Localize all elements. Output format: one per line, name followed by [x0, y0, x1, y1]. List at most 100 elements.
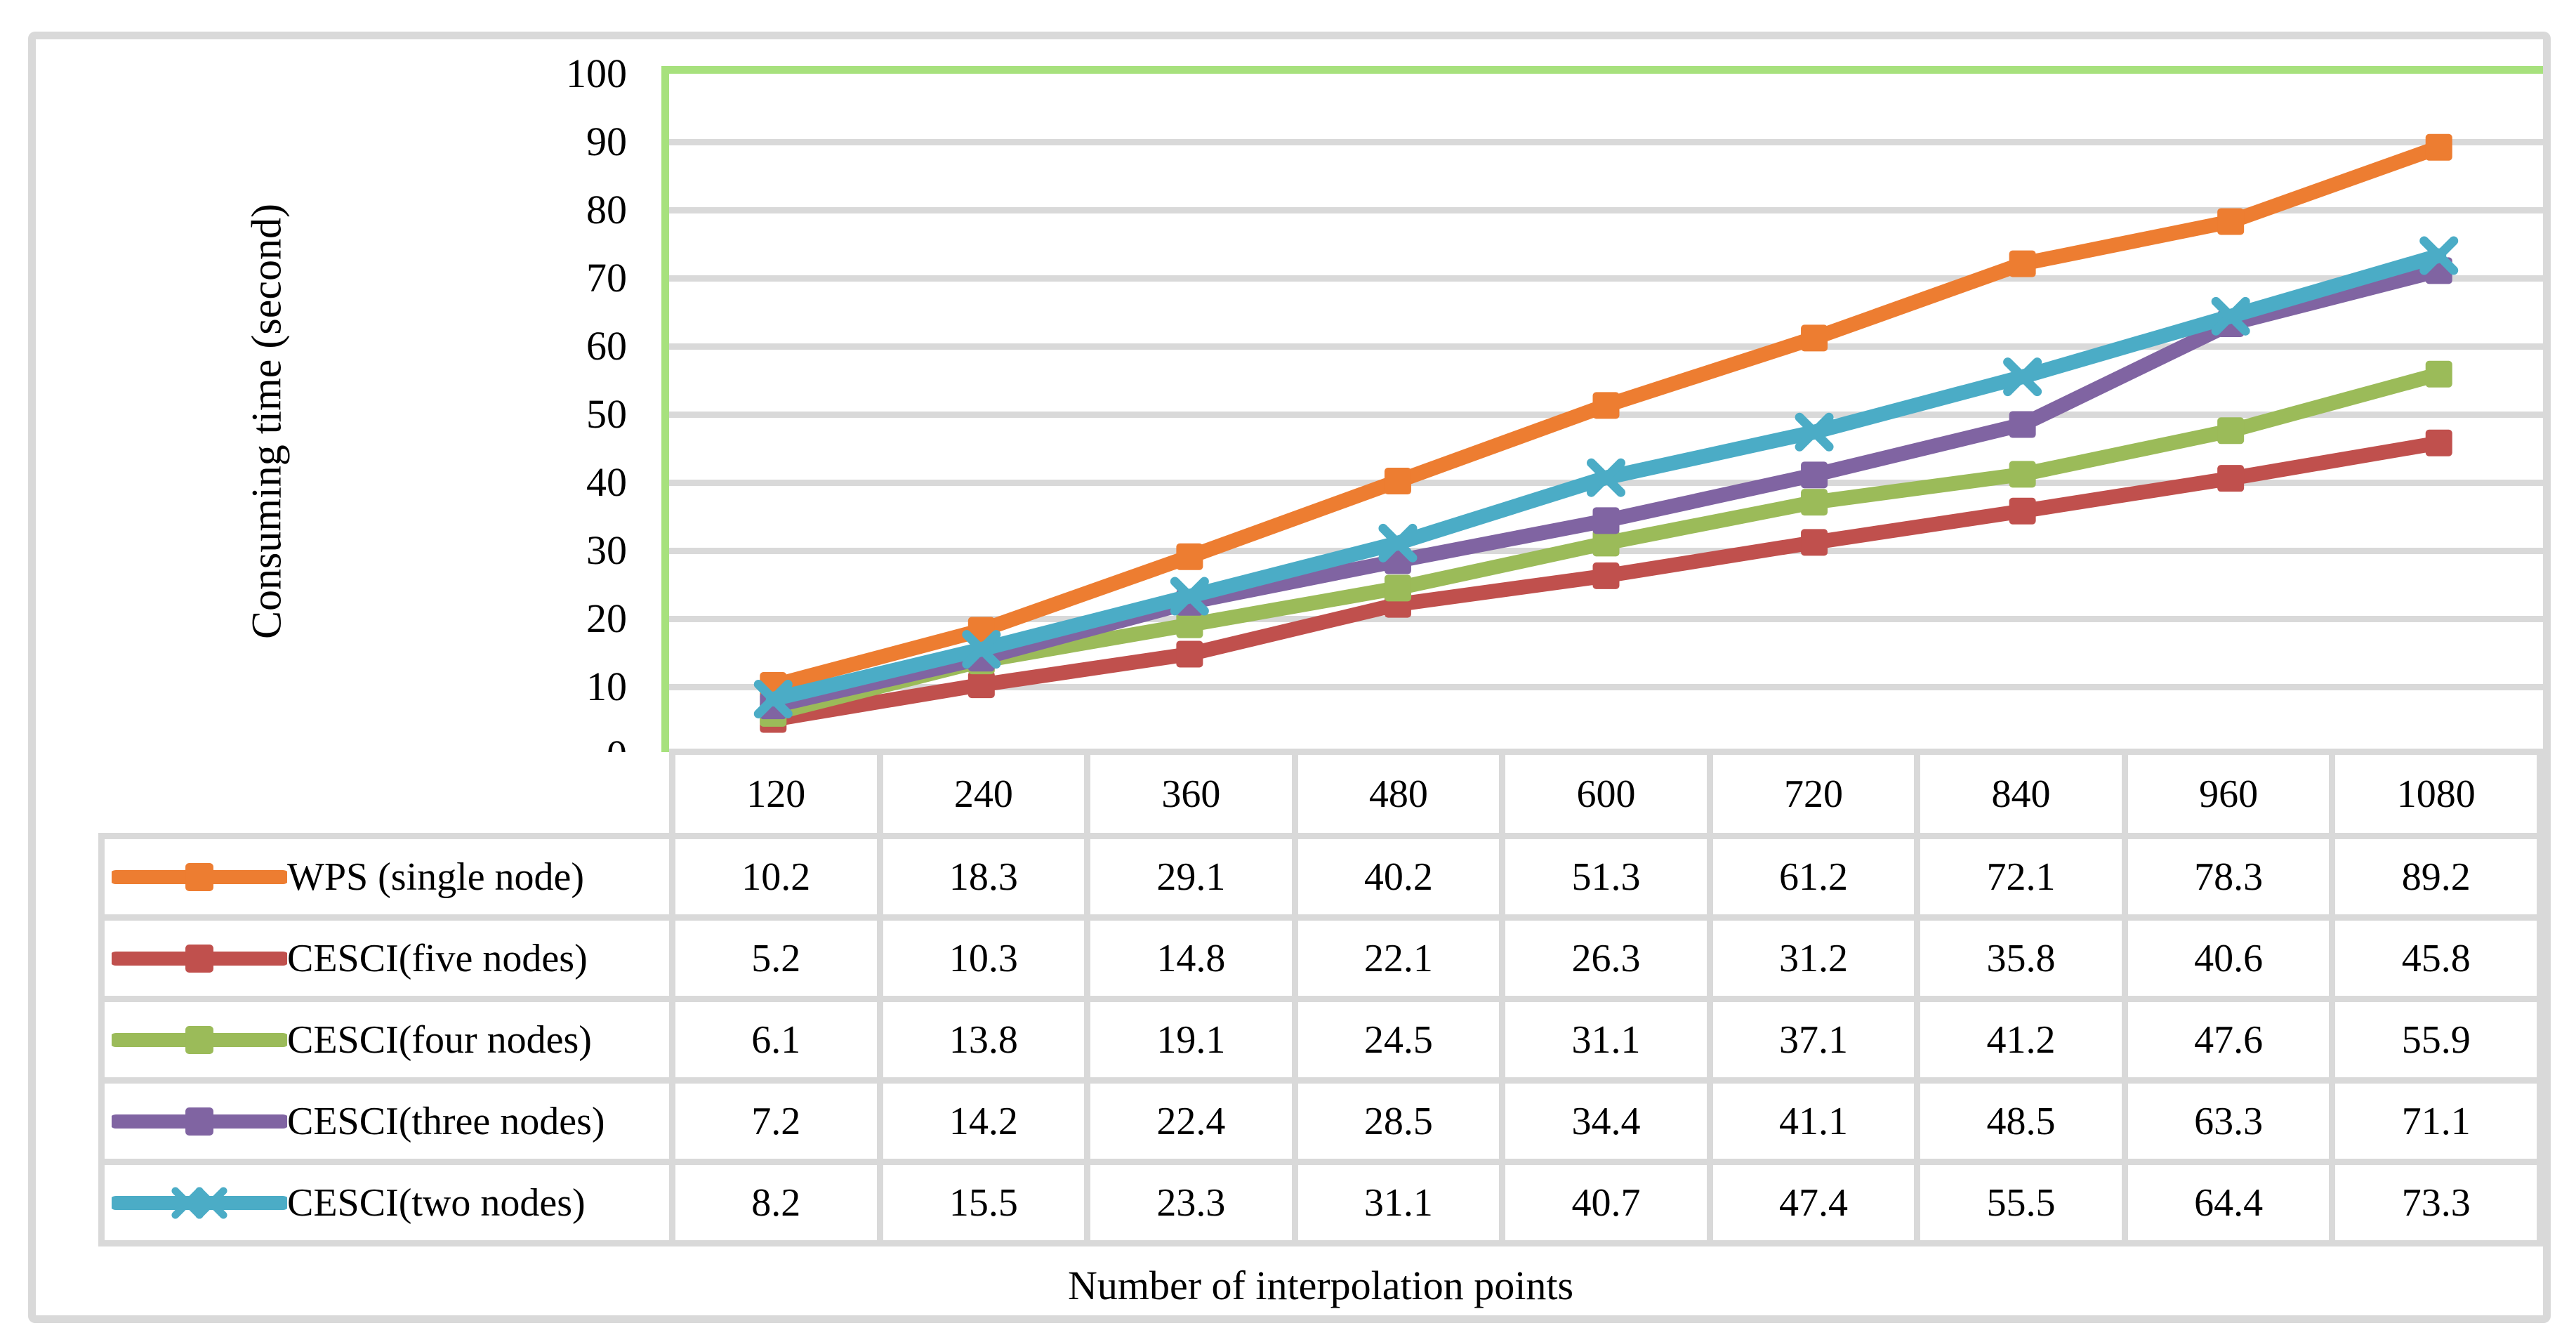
value-cell: 6.1: [669, 996, 883, 1084]
data-point-marker: [1801, 489, 1828, 516]
legend-cell: WPS (single node): [98, 833, 675, 921]
data-point-marker: [1801, 324, 1828, 352]
data-point-marker: [171, 1186, 204, 1219]
data-point-marker: [185, 1025, 213, 1054]
series-row: CESCI(four nodes) 6.1 13.8 19.1 24.5 31.1 37.1…: [98, 996, 2543, 1084]
x-header-cell: 120: [669, 749, 883, 839]
value-cell: 5.2: [669, 914, 883, 1002]
data-point-marker: [1384, 574, 1411, 602]
value-cell: 28.5: [1291, 1077, 1506, 1165]
y-tick-label: 30: [586, 527, 627, 573]
value-cell: 73.3: [2329, 1159, 2543, 1246]
value-cell: 55.5: [1914, 1159, 2128, 1246]
value-cell: 29.1: [1084, 833, 1298, 921]
y-tick-label: 50: [586, 391, 627, 437]
x-header-row: 120 240 360 480 600 720 840 960 1080: [101, 749, 2543, 839]
x-header-cell: 840: [1914, 749, 2128, 839]
data-point-marker: [1176, 611, 1203, 638]
value-cell: 19.1: [1084, 996, 1298, 1084]
series-label: CESCI(four nodes): [287, 1018, 592, 1062]
plot-area: [661, 66, 2543, 755]
value-cell: 22.4: [1084, 1077, 1298, 1165]
x-header-cell: 600: [1499, 749, 1713, 839]
data-point-marker: [2425, 133, 2452, 161]
data-point-marker: [2003, 357, 2042, 397]
gridline: [669, 615, 2543, 622]
x-header-cell: 480: [1291, 749, 1506, 839]
value-cell: 89.2: [2329, 833, 2543, 921]
series-label: CESCI(two nodes): [287, 1180, 586, 1225]
gridline: [669, 206, 2543, 213]
data-point-marker: [185, 944, 213, 973]
data-point-marker: [2419, 236, 2459, 275]
y-tick-label: 90: [586, 119, 627, 164]
y-tick-label: 40: [586, 459, 627, 505]
data-point-marker: [1170, 577, 1209, 616]
series-row: WPS (single node) 10.2 18.3 29.1 40.2 51.3 61.…: [98, 833, 2543, 921]
value-cell: 22.1: [1291, 914, 1506, 1002]
data-point-marker: [1384, 468, 1411, 495]
series-label: CESCI(three nodes): [287, 1099, 605, 1143]
data-point-marker: [195, 1186, 227, 1219]
data-point-marker: [967, 671, 995, 699]
data-point-marker: [1176, 640, 1203, 668]
data-point-marker: [1801, 529, 1828, 556]
x-header-cell: 1080: [2329, 749, 2543, 839]
value-cell: 40.7: [1499, 1159, 1713, 1246]
data-point-marker: [185, 1107, 213, 1136]
value-cell: 10.3: [876, 914, 1091, 1002]
value-cell: 40.2: [1291, 833, 1506, 921]
data-point-marker: [185, 862, 213, 891]
data-point-marker: [2009, 497, 2036, 525]
value-cell: 71.1: [2329, 1077, 2543, 1165]
gridline: [669, 275, 2543, 282]
value-cell: 26.3: [1499, 914, 1713, 1002]
value-cell: 13.8: [876, 996, 1091, 1084]
table-corner-blank-cell: [101, 751, 673, 836]
value-cell: 15.5: [876, 1159, 1091, 1246]
value-cell: 78.3: [2121, 833, 2336, 921]
series-legend-key-icon: [112, 1107, 287, 1136]
x-header-cell: 240: [876, 749, 1091, 839]
value-cell: 63.3: [2121, 1077, 2336, 1165]
y-tick-label: 10: [586, 664, 627, 709]
series-legend-key-icon: [112, 1025, 287, 1054]
x-header-cell: 720: [1706, 749, 1921, 839]
y-tick-label: 80: [586, 187, 627, 232]
value-cell: 55.9: [2329, 996, 2543, 1084]
data-point-marker: [2425, 429, 2452, 456]
data-point-marker: [1378, 523, 1418, 563]
data-point-marker: [2009, 411, 2036, 438]
value-cell: 41.1: [1706, 1077, 1921, 1165]
value-cell: 64.4: [2121, 1159, 2336, 1246]
series-label: CESCI(five nodes): [287, 936, 588, 980]
legend-cell: CESCI(three nodes): [98, 1077, 675, 1165]
data-point-marker: [2217, 465, 2245, 492]
value-cell: 24.5: [1291, 996, 1506, 1084]
data-point-marker: [2211, 296, 2250, 336]
data-point-marker: [1592, 507, 1620, 534]
data-point-marker: [2217, 417, 2245, 445]
value-cell: 31.2: [1706, 914, 1921, 1002]
x-header-cell: 360: [1084, 749, 1298, 839]
value-cell: 47.6: [2121, 996, 2336, 1084]
data-point-marker: [1592, 392, 1620, 419]
data-table: 120 240 360 480 600 720 840 960 1080 WPS (single …: [98, 749, 2543, 1246]
series-row: CESCI(three nodes) 7.2 14.2 22.4 28.5 34.4 41.…: [98, 1077, 2543, 1165]
series-legend-key-icon: [112, 1186, 287, 1219]
value-cell: 31.1: [1499, 996, 1713, 1084]
data-point-marker: [1801, 461, 1828, 489]
value-cell: 18.3: [876, 833, 1091, 921]
data-point-marker: [1795, 412, 1834, 452]
value-cell: 51.3: [1499, 833, 1713, 921]
data-point-marker: [2425, 360, 2452, 388]
value-cell: 34.4: [1499, 1077, 1713, 1165]
value-cell: 47.4: [1706, 1159, 1921, 1246]
data-point-marker: [2217, 208, 2245, 235]
y-tick-label: 20: [586, 596, 627, 641]
series-legend-key-icon: [112, 944, 287, 973]
series-row: CESCI(two nodes) 8.2 15.5 23.3 31.1 40.7 47.4 5…: [98, 1159, 2543, 1246]
y-tick-label: 60: [586, 323, 627, 369]
y-tick-label: 100: [566, 51, 627, 96]
